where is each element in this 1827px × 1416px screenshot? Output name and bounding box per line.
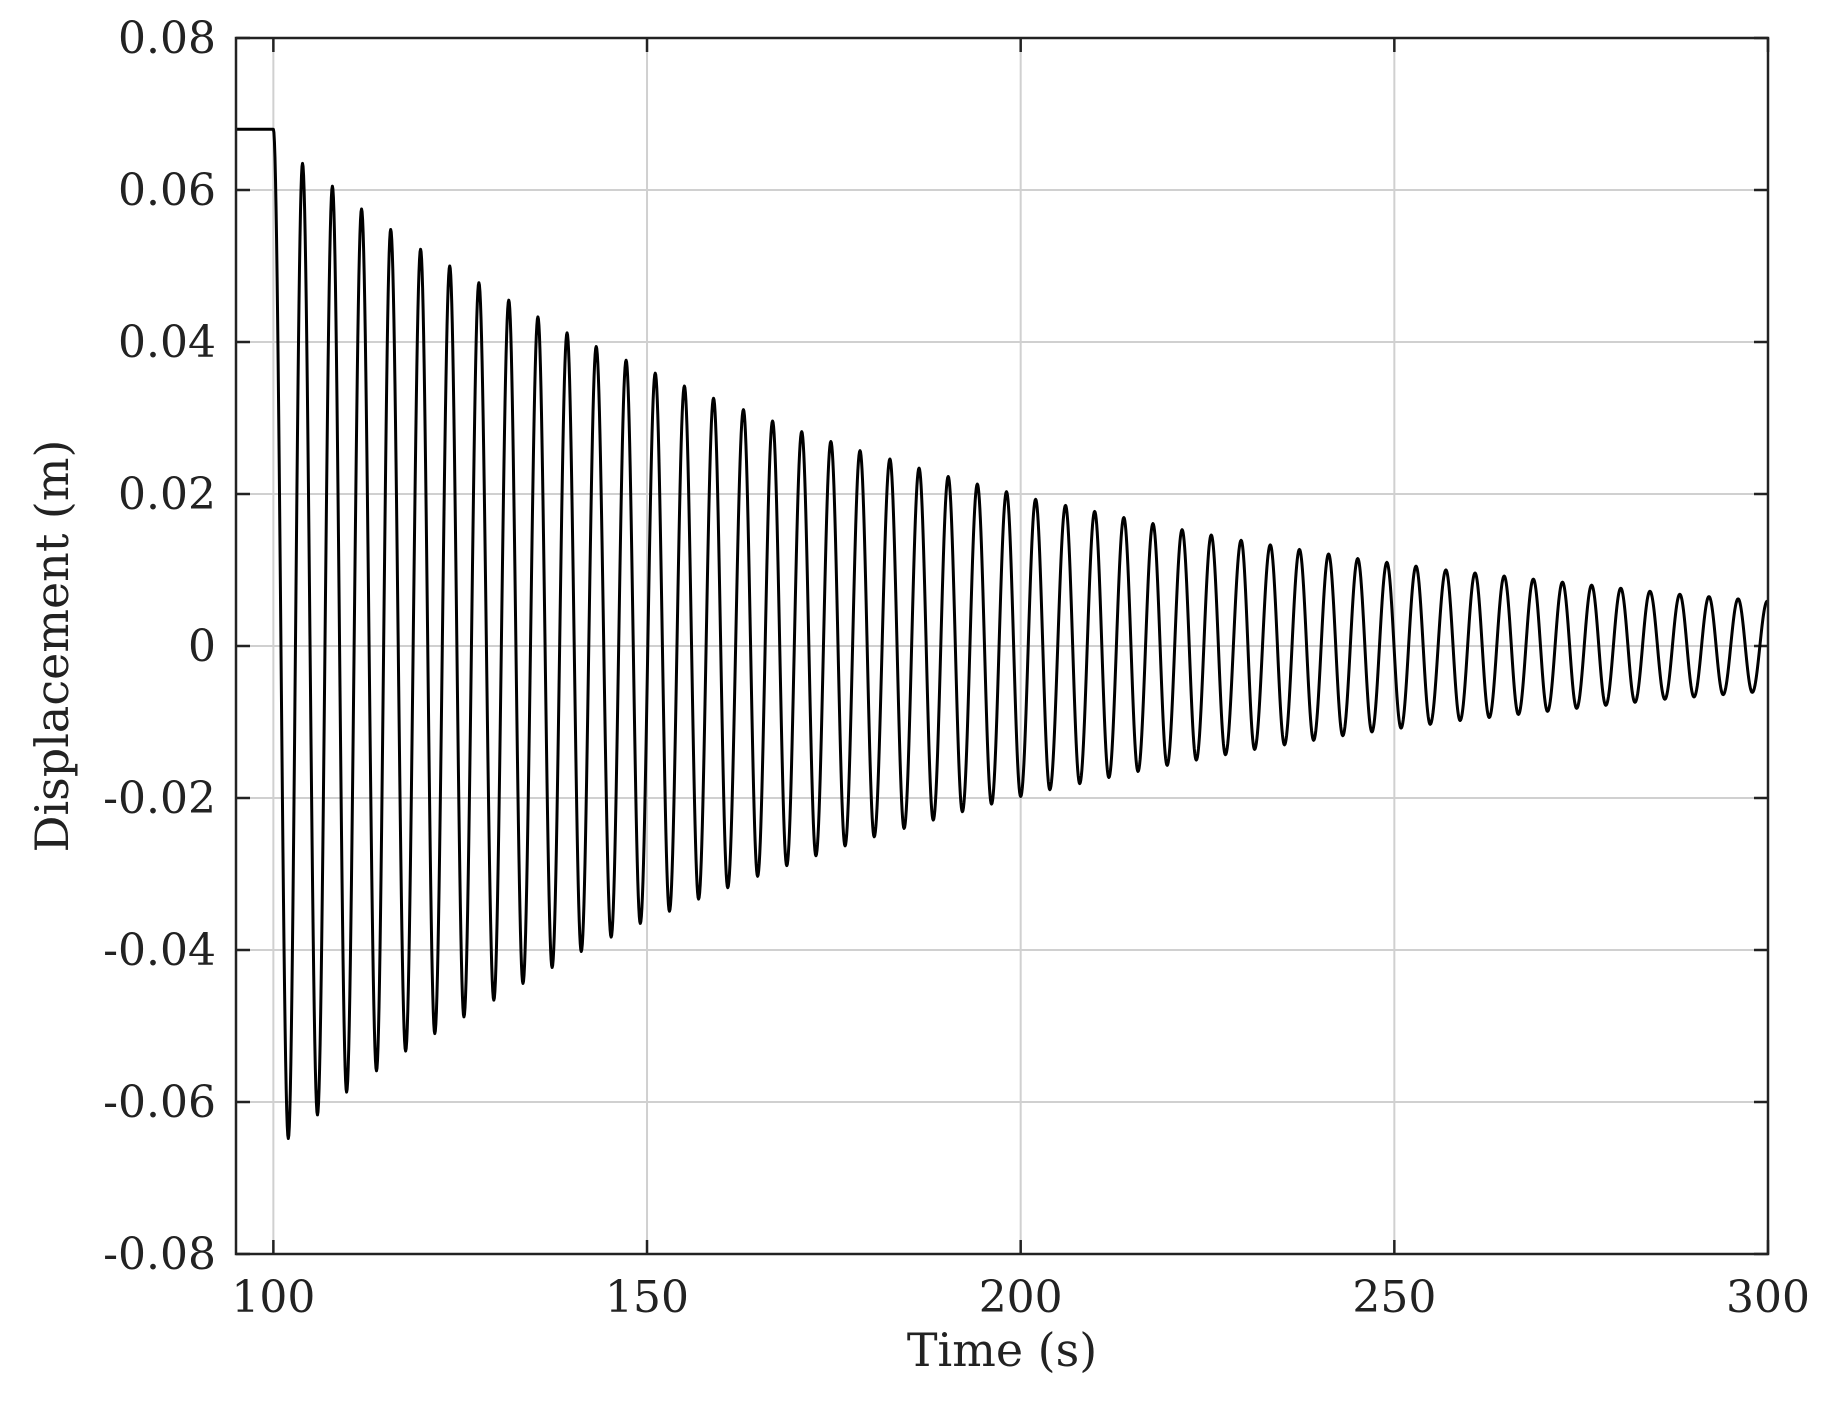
y-tick-label: 0.06 bbox=[118, 165, 216, 216]
y-tick-label: -0.06 bbox=[103, 1077, 216, 1128]
y-tick-label: 0 bbox=[188, 621, 216, 672]
x-tick-label: 150 bbox=[605, 1272, 689, 1323]
x-tick-label: 100 bbox=[231, 1272, 315, 1323]
y-axis-label: Displacement (m) bbox=[25, 440, 79, 853]
y-tick-label: -0.02 bbox=[103, 773, 216, 824]
plot-area bbox=[236, 127, 1769, 1140]
y-tick-label: -0.08 bbox=[103, 1229, 216, 1280]
x-tick-label: 250 bbox=[1352, 1272, 1436, 1323]
tick-labels: 100 150 200 250 300 -0.08 -0.06 -0.04 -0.02 0 0.02… bbox=[103, 13, 1810, 1323]
x-tick-label: 200 bbox=[979, 1272, 1063, 1323]
y-tick-label: -0.04 bbox=[103, 925, 216, 976]
x-tick-label: 300 bbox=[1726, 1272, 1810, 1323]
y-tick-label: 0.02 bbox=[118, 469, 216, 520]
y-tick-label: 0.04 bbox=[118, 317, 216, 368]
axes-frame bbox=[234, 36, 1770, 1256]
y-tick-label: 0.08 bbox=[118, 13, 216, 64]
displacement-series-line bbox=[236, 127, 1769, 1140]
x-axis-label: Time (s) bbox=[907, 1323, 1097, 1377]
